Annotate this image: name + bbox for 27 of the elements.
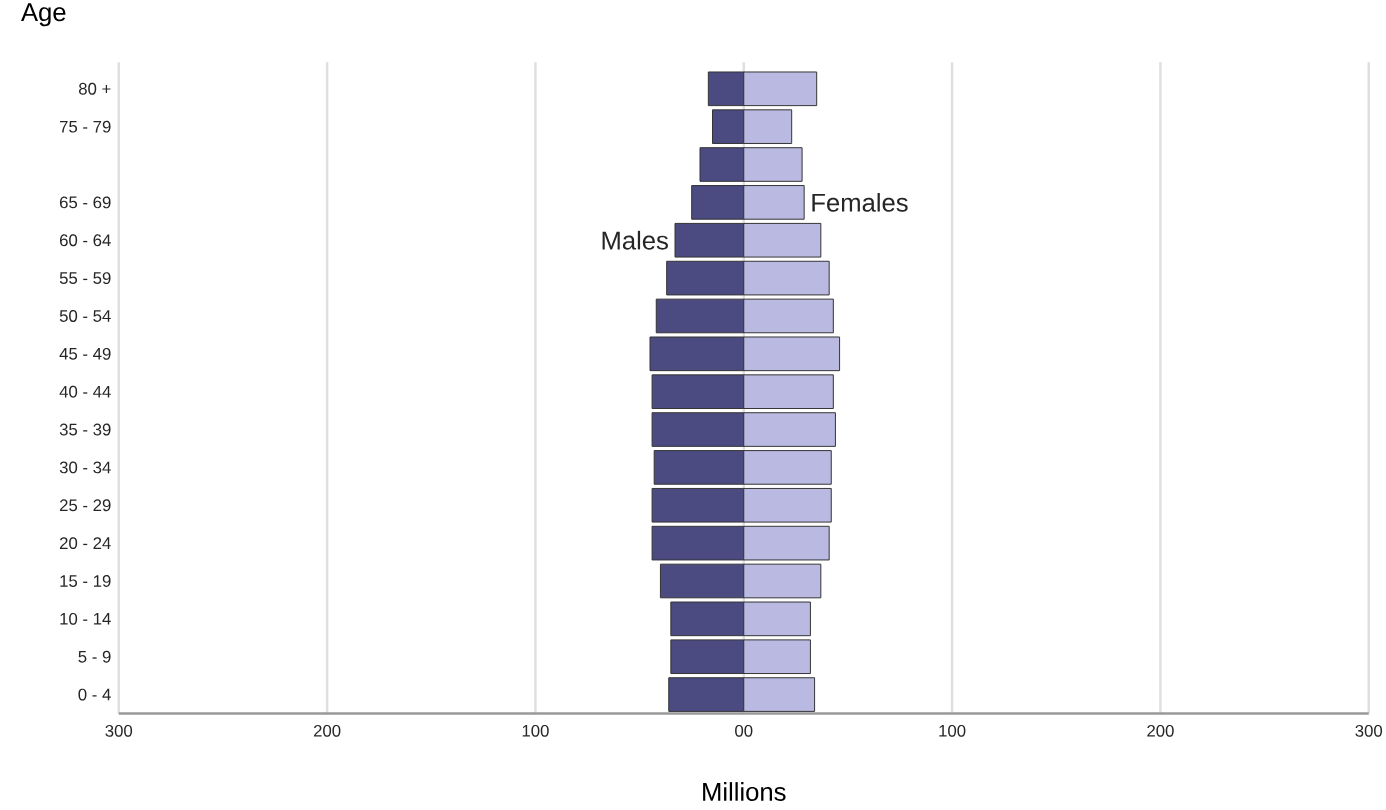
x-tick-label: 200 [1147,724,1174,737]
y-tick-label: 25 - 29 [60,499,111,511]
y-tick-label: 30 - 34 [59,461,111,474]
y-tick-label: 50 - 54 [59,309,111,322]
y-tick-label: 10 - 14 [60,612,111,625]
y-tick-label: 75 - 79 [60,120,111,133]
x-tick-label: 100 [939,724,966,737]
y-tick-label: 60 - 64 [60,234,111,246]
x-tick-label: 100 [522,724,549,737]
y-tick-label: 45 - 49 [59,347,111,360]
series-label: Males [602,230,668,250]
y-axis-title: Age [21,3,66,27]
y-tick-label: 20 - 24 [60,536,111,549]
series-label: Females [812,192,908,212]
y-tick-label: 55 - 59 [59,271,111,284]
x-tick-label: 300 [105,724,133,737]
y-tick-label: 35 - 39 [59,423,111,436]
y-tick-label: 80 + [78,82,111,95]
y-tick-label: 40 - 44 [59,385,111,398]
y-tick-label: 65 - 69 [60,196,111,209]
x-tick-label: 00 [735,724,753,737]
x-tick-label: 300 [1355,724,1383,737]
y-tick-label: 0 - 4 [78,688,111,701]
x-axis-title: Millions [703,781,786,801]
y-tick-label: 15 - 19 [60,574,111,587]
x-tick-label: 200 [313,724,341,737]
y-tick-label: 5 - 9 [78,650,111,663]
